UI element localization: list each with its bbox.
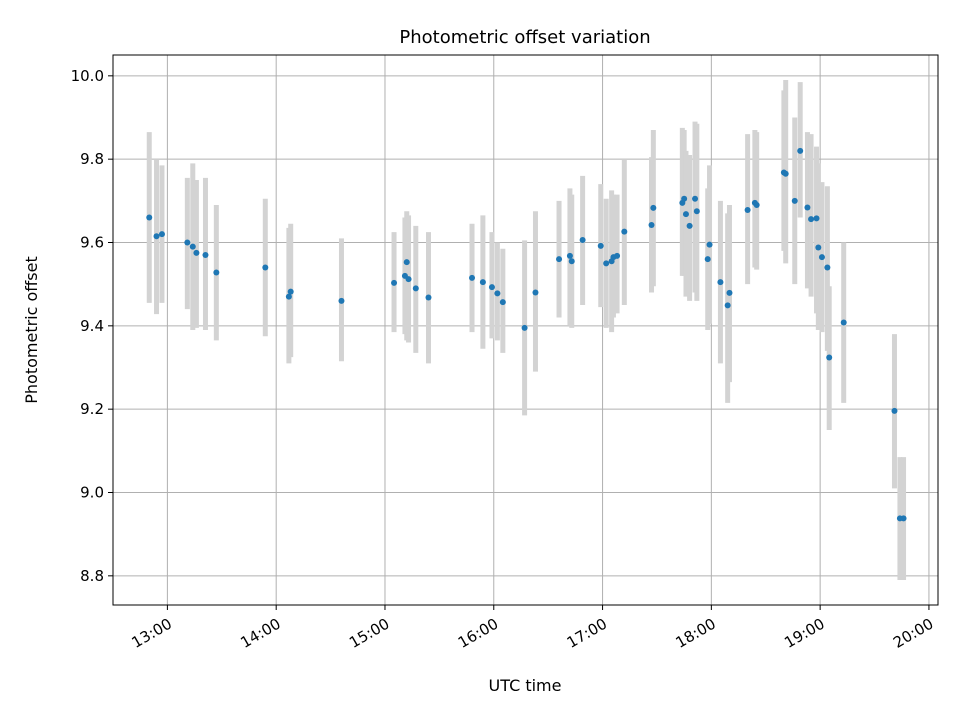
data-point — [287, 288, 294, 295]
y-axis-ticks: 8.8 9.0 9.2 9.4 9.6 9.8 10.0 — [71, 67, 113, 585]
y-tick-label: 9.0 — [80, 484, 104, 502]
y-tick-label: 9.6 — [80, 234, 104, 252]
data-point — [532, 289, 539, 296]
data-point — [900, 515, 907, 522]
data-point — [425, 294, 432, 301]
data-point — [808, 216, 815, 223]
data-point — [693, 208, 700, 215]
data-point — [704, 256, 711, 263]
data-point — [213, 269, 220, 276]
data-point — [499, 299, 506, 306]
data-point — [603, 260, 610, 267]
data-point — [791, 197, 798, 204]
data-point — [744, 207, 751, 213]
data-point — [488, 284, 495, 291]
y-tick-label: 9.8 — [80, 150, 104, 168]
data-point — [338, 297, 345, 304]
data-point — [146, 214, 153, 221]
data-point — [826, 354, 833, 361]
data-point — [753, 202, 760, 208]
data-point — [686, 222, 693, 229]
data-point — [891, 407, 898, 414]
data-point — [158, 231, 165, 238]
data-point — [391, 279, 398, 286]
data-point — [648, 222, 655, 228]
data-point — [556, 256, 563, 263]
data-point — [681, 195, 688, 202]
data-point — [797, 147, 804, 154]
data-point — [469, 274, 476, 281]
data-point — [153, 233, 160, 240]
data-point — [726, 289, 733, 296]
data-points — [146, 147, 907, 522]
data-point — [412, 285, 419, 292]
data-point — [692, 195, 699, 202]
data-point — [706, 241, 713, 248]
y-tick-label: 9.4 — [80, 317, 104, 335]
data-point — [824, 264, 831, 271]
data-point — [813, 215, 820, 222]
data-point — [579, 237, 586, 243]
data-point — [184, 239, 191, 246]
data-point — [566, 252, 573, 259]
data-point — [650, 204, 657, 211]
data-point — [815, 244, 822, 251]
data-point — [614, 252, 621, 259]
data-point — [403, 259, 410, 266]
data-point — [405, 276, 412, 283]
chart-title: Photometric offset variation — [399, 27, 650, 48]
data-point — [189, 243, 196, 250]
data-point — [840, 319, 847, 326]
data-point — [724, 302, 731, 309]
y-tick-label: 9.2 — [80, 400, 104, 418]
y-tick-label: 8.8 — [80, 567, 104, 585]
plot-frame — [112, 54, 939, 606]
data-point — [285, 293, 292, 300]
data-point — [597, 242, 604, 249]
data-point — [568, 258, 575, 265]
data-point — [782, 170, 789, 177]
data-point — [202, 252, 209, 258]
y-axis-title: Photometric offset — [22, 256, 41, 404]
data-point — [494, 290, 501, 297]
data-point — [262, 264, 269, 271]
data-point — [804, 204, 811, 211]
data-point — [521, 324, 528, 331]
data-point — [621, 228, 628, 235]
data-point — [193, 249, 200, 256]
data-point — [818, 254, 825, 261]
data-point — [682, 211, 689, 218]
data-point — [717, 279, 724, 286]
x-axis-title: UTC time — [489, 676, 562, 695]
y-tick-label: 10.0 — [71, 67, 104, 85]
data-point — [479, 279, 486, 286]
